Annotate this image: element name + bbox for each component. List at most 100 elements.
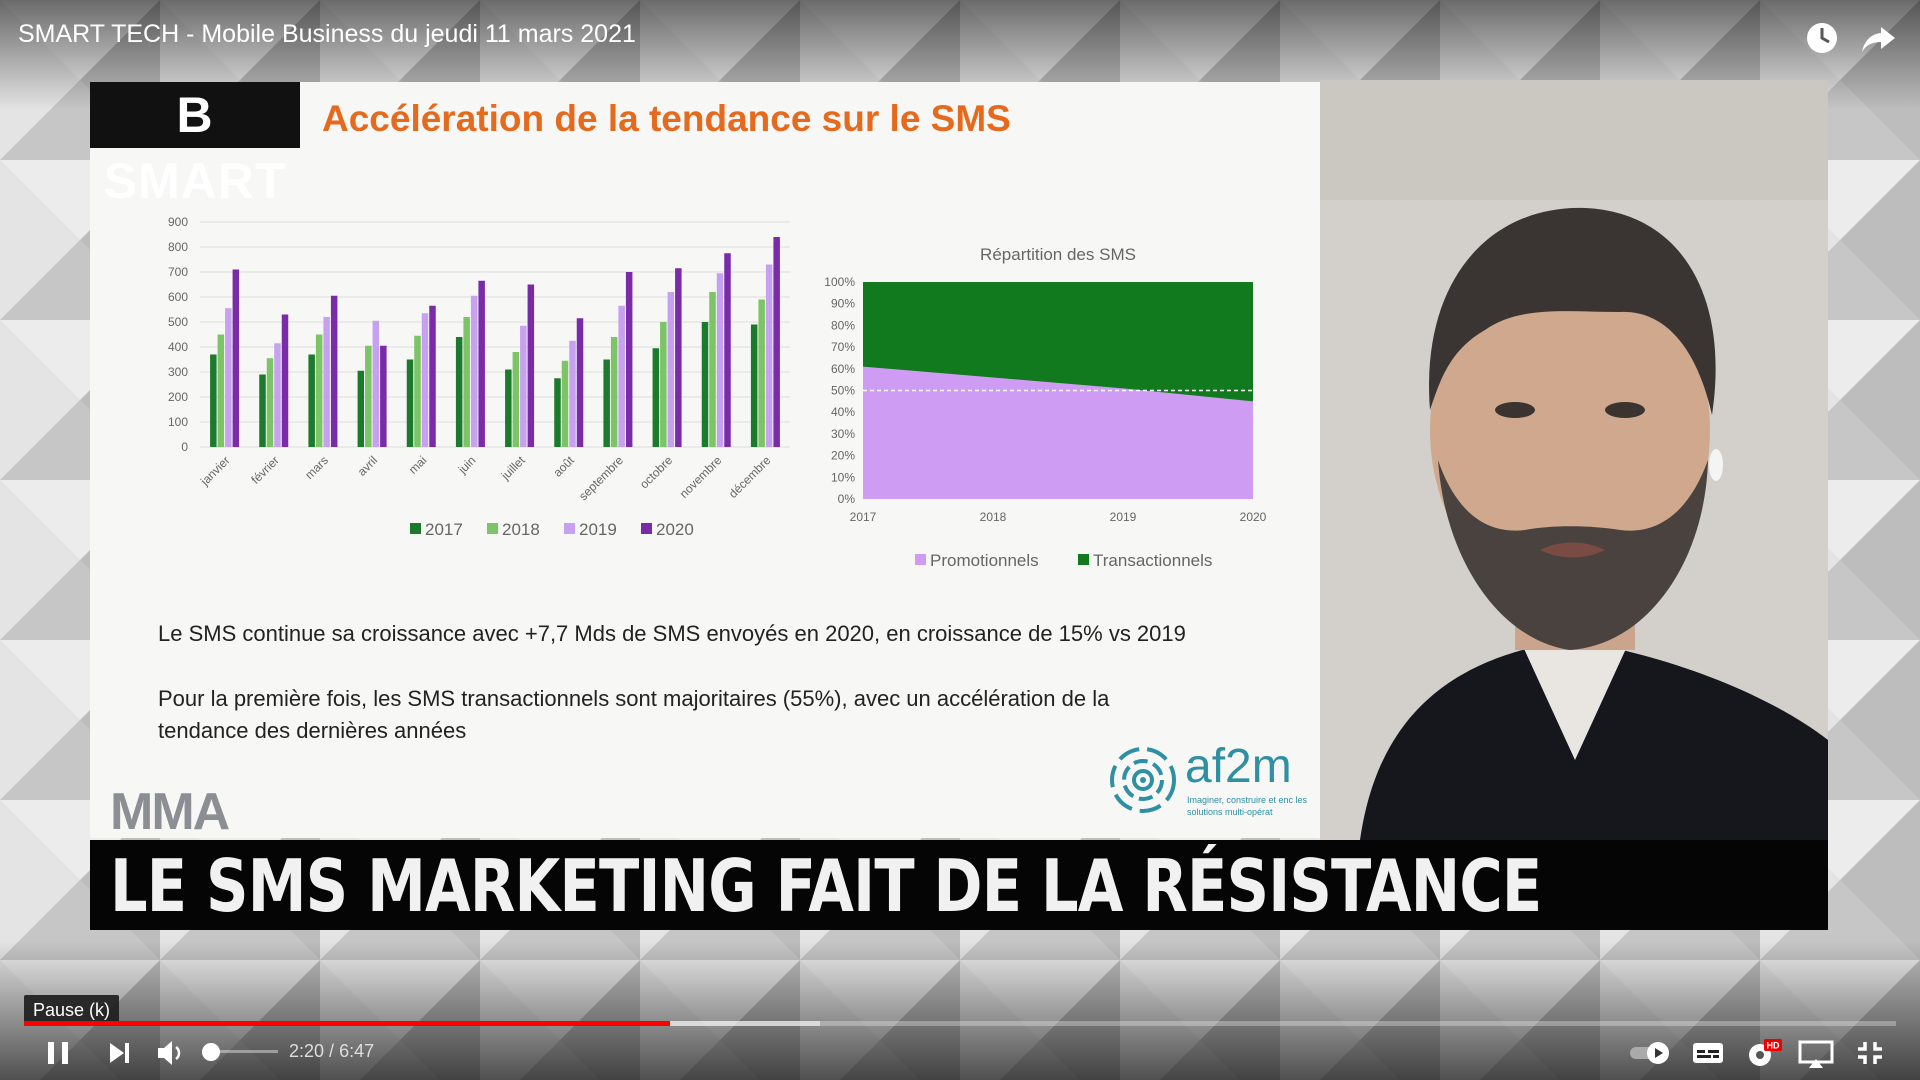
x-tick-label: août [550,453,577,480]
bar-2018-mars [315,334,323,447]
y-tick-label: 50% [831,384,855,398]
bar-2018-mai [414,335,421,447]
bar-2019-septembre [618,305,625,447]
legend-label-2020: 2020 [656,520,694,539]
x-tick-label: décembre [726,453,774,501]
x-tick-label: novembre [677,453,725,501]
bar-2019-avril [372,320,380,447]
bar-2017-janvier [210,354,217,447]
x-tick-label: mars [302,453,331,482]
captions-icon[interactable] [1688,1035,1728,1071]
monthly-sms-bar-chart: 0 100 200 300 400 500 600 700 800 900 janvier févri… [168,215,790,539]
bar-2019-février [274,343,281,447]
bar-2017-juillet [505,369,512,447]
fullscreen-exit-icon[interactable] [1850,1035,1890,1071]
y-tick-label: 500 [168,315,188,329]
x-tick-label: juillet [498,453,528,483]
bar-2019-décembre [765,264,773,447]
bar-2020-avril [380,345,387,447]
bar-2017-mars [308,354,315,447]
slide-text-line: tendance des dernières années [158,718,467,743]
af2m-tagline: Imaginer, construire et enc les solution… [1187,795,1308,817]
pause-tooltip: Pause (k) [24,995,120,1025]
video-title[interactable]: SMART TECH - Mobile Business du jeudi 11… [18,20,636,48]
af2m-signal-icon [1110,747,1176,813]
bar-2019-mai [421,313,429,447]
x-tick-label: juin [455,453,479,477]
y-tick-label: 300 [168,365,188,379]
y-tick-label: 0% [838,492,856,506]
y-tick-label: 100% [824,275,855,289]
y-tick-label: 80% [831,318,855,332]
legend-swatch-Transactionnels [1078,554,1089,565]
y-tick-label: 800 [168,240,188,254]
y-tick-label: 70% [831,340,855,354]
y-tick-label: 400 [168,340,188,354]
slide-text-transactional: Pour la première fois, les SMS transacti… [158,683,1109,747]
pause-icon[interactable] [38,1035,78,1071]
progress-bar[interactable] [24,1021,1896,1026]
legend-swatch-Promotionnels [915,554,926,565]
x-tick-label: 2020 [1240,510,1267,524]
legend-label-Promotionnels: Promotionnels [930,551,1039,570]
current-time: 2:20 [289,1041,325,1061]
bar-2017-novembre [701,322,709,447]
slide-text-line: Pour la première fois, les SMS transacti… [158,686,1110,711]
bar-2020-février [281,314,289,447]
bar-2019-juillet [520,325,527,447]
x-tick-label: 2019 [1110,510,1137,524]
time-separator: / [324,1041,340,1061]
bar-2017-décembre [750,324,758,447]
bar-2019-juin [470,295,478,447]
x-tick-label: avril [355,453,380,478]
bar-2019-mars [323,317,330,447]
x-tick-label: octobre [637,453,675,491]
y-tick-label: 700 [168,265,188,279]
slide-title: Accélération de la tendance sur le SMS [322,98,1011,139]
hd-badge: HD [1767,1041,1780,1051]
bar-2019-janvier [225,308,232,447]
y-tick-label: 30% [831,427,855,441]
miniplayer-icon[interactable] [1796,1035,1836,1071]
autoplay-toggle-icon[interactable] [1628,1035,1674,1071]
x-tick-label: septembre [576,453,626,503]
bar-2017-avril [357,370,365,447]
bar-2018-septembre [610,337,618,447]
y-tick-label: 200 [168,390,188,404]
share-icon[interactable] [1859,18,1899,58]
volume-icon[interactable] [150,1035,190,1071]
lower-third-banner: LE SMS MARKETING FAIT DE LA RÉSISTANCE [90,840,1828,930]
settings-icon[interactable]: HD [1742,1035,1782,1071]
bar-2020-septembre [625,272,633,447]
clock-icon[interactable] [1802,18,1842,58]
time-display: 2:20 / 6:47 [289,1041,374,1062]
bar-2020-juillet [527,284,535,447]
bar-2018-novembre [709,292,716,447]
bar-2018-février [266,358,274,447]
presentation-slide: B SMART Accélération de la tendance sur … [90,82,1320,840]
sms-distribution-area-chart: Répartition des SMS 0% 10% 20% 30% 40% 50% 60% 7… [824,245,1267,570]
bar-2017-octobre [652,348,660,447]
y-tick-label: 10% [831,470,855,484]
y-tick-label: 100 [168,415,188,429]
bar-2018-juillet [512,352,520,447]
legend-swatch-2018 [487,523,498,534]
legend-label-Transactionnels: Transactionnels [1093,551,1212,570]
x-tick-label: 2017 [850,510,877,524]
bar-2020-juin [478,280,485,447]
legend-swatch-2017 [410,523,421,534]
bar-2018-avril [365,345,372,447]
bar-2017-mai [406,359,414,447]
bar-2017-septembre [603,359,610,447]
y-tick-label: 900 [168,215,188,229]
volume-knob[interactable] [202,1043,220,1061]
bar-2017-août [554,378,561,447]
y-tick-label: 40% [831,405,855,419]
legend-swatch-2019 [564,523,575,534]
bar-2017-février [259,374,266,447]
volume-slider[interactable] [210,1050,278,1053]
x-tick-label: février [248,453,281,486]
y-tick-label: 600 [168,290,188,304]
next-icon[interactable] [100,1035,140,1071]
bar-2020-mars [330,295,338,447]
